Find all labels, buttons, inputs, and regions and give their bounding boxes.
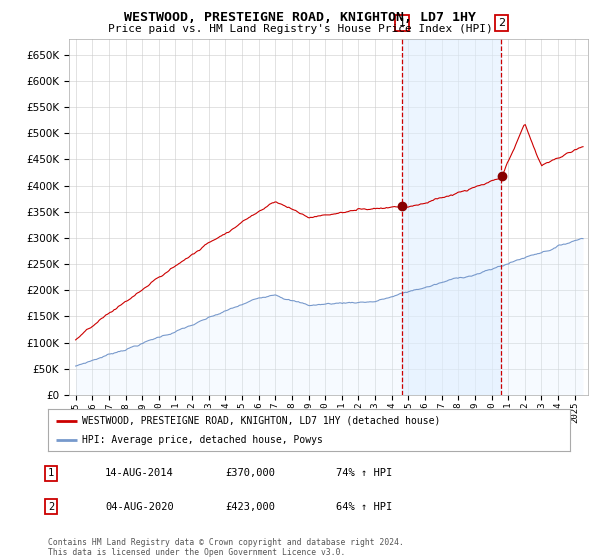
Text: Contains HM Land Registry data © Crown copyright and database right 2024.
This d: Contains HM Land Registry data © Crown c… — [48, 538, 404, 557]
Text: 04-AUG-2020: 04-AUG-2020 — [105, 502, 174, 512]
Text: 74% ↑ HPI: 74% ↑ HPI — [336, 468, 392, 478]
Text: £423,000: £423,000 — [225, 502, 275, 512]
Text: WESTWOOD, PRESTEIGNE ROAD, KNIGHTON, LD7 1HY (detached house): WESTWOOD, PRESTEIGNE ROAD, KNIGHTON, LD7… — [82, 416, 440, 426]
Text: 14-AUG-2014: 14-AUG-2014 — [105, 468, 174, 478]
Bar — [402, 39, 502, 395]
Text: Price paid vs. HM Land Registry's House Price Index (HPI): Price paid vs. HM Land Registry's House … — [107, 24, 493, 34]
Text: £370,000: £370,000 — [225, 468, 275, 478]
Text: 1: 1 — [398, 18, 406, 28]
Text: HPI: Average price, detached house, Powys: HPI: Average price, detached house, Powy… — [82, 435, 323, 445]
Text: 2: 2 — [498, 18, 505, 28]
Text: 64% ↑ HPI: 64% ↑ HPI — [336, 502, 392, 512]
Text: 2: 2 — [48, 502, 54, 512]
Text: 1: 1 — [48, 468, 54, 478]
Text: WESTWOOD, PRESTEIGNE ROAD, KNIGHTON, LD7 1HY: WESTWOOD, PRESTEIGNE ROAD, KNIGHTON, LD7… — [124, 11, 476, 24]
